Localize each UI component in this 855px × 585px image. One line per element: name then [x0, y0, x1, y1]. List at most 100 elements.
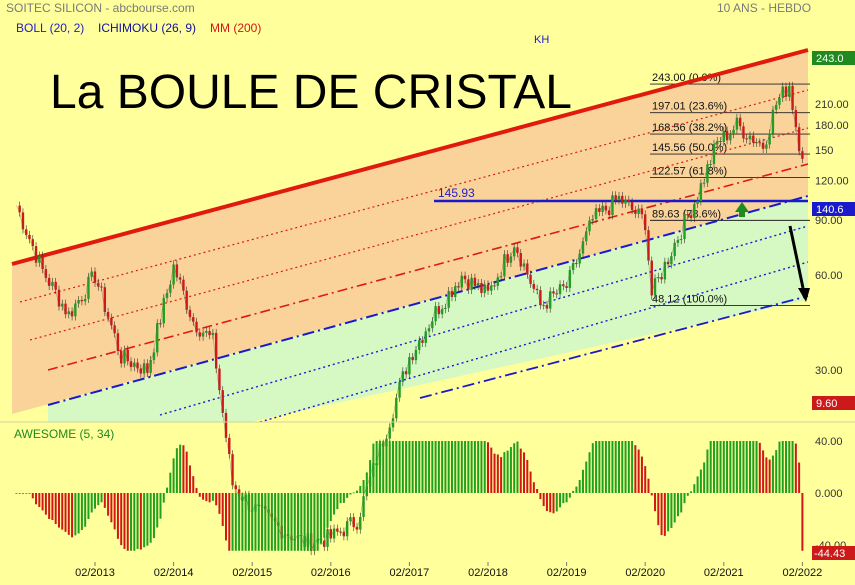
- awesome-bar: [100, 493, 103, 503]
- price-candle: [778, 97, 781, 105]
- support-line-label: 145.93: [438, 186, 475, 200]
- price-candle: [788, 85, 791, 97]
- awesome-bar: [450, 441, 453, 493]
- price-candle: [31, 239, 34, 247]
- awesome-bar: [57, 493, 60, 528]
- awesome-bar: [31, 493, 34, 499]
- last-price-badge: [812, 202, 855, 216]
- awesome-bar: [447, 441, 450, 493]
- awesome-bar: [71, 493, 74, 538]
- awesome-bar: [555, 493, 558, 512]
- fib-level-label: 168.56 (38.2%): [652, 122, 727, 134]
- price-candle: [506, 254, 509, 263]
- price-candle: [38, 255, 41, 263]
- price-candle: [345, 521, 349, 537]
- awesome-bar: [640, 456, 643, 493]
- price-candle: [742, 126, 745, 139]
- price-candle: [231, 454, 234, 486]
- awesome-bar: [313, 493, 316, 551]
- price-candle: [404, 371, 408, 375]
- awesome-bar: [614, 441, 617, 493]
- awesome-bar: [398, 441, 401, 493]
- price-candle: [221, 390, 224, 413]
- awesome-bar: [126, 493, 129, 551]
- price-candle: [77, 300, 80, 304]
- awesome-bar: [673, 493, 676, 523]
- price-candle: [581, 241, 585, 254]
- price-candle: [670, 256, 673, 265]
- awesome-bar: [113, 493, 116, 530]
- awesome-bar: [238, 493, 241, 551]
- awesome-bar: [339, 493, 342, 504]
- awesome-bar: [375, 441, 378, 493]
- price-tick-label: 30.00: [815, 365, 843, 377]
- price-candle: [562, 284, 565, 287]
- awesome-bar: [627, 441, 630, 493]
- awesome-bar: [15, 493, 18, 494]
- price-tick-label: 210.00: [815, 99, 849, 111]
- awesome-bar: [732, 441, 735, 493]
- awesome-bar: [251, 493, 254, 551]
- awesome-bar: [254, 493, 257, 551]
- awesome-bar: [94, 493, 96, 509]
- awesome-bar: [185, 451, 188, 493]
- fib-level-label: 197.01 (23.6%): [652, 101, 727, 113]
- price-candle: [57, 289, 61, 307]
- awesome-bar: [333, 493, 336, 515]
- price-candle: [47, 277, 51, 286]
- awesome-bar: [175, 448, 178, 493]
- price-candle: [745, 138, 748, 140]
- awesome-bar: [650, 493, 653, 496]
- awesome-bar: [38, 493, 41, 507]
- price-candle: [434, 306, 437, 322]
- awesome-bar: [188, 465, 191, 493]
- awesome-bar: [90, 493, 93, 513]
- indicator-ichimoku: ICHIMOKU (26, 9): [98, 21, 196, 35]
- awesome-bar: [755, 441, 758, 493]
- price-candle: [427, 328, 431, 332]
- awesome-bar: [503, 452, 506, 493]
- price-candle: [621, 195, 624, 204]
- time-tick-label: 02/2017: [390, 567, 430, 579]
- upper-channel-line: [11, 48, 809, 266]
- price-candle: [67, 311, 70, 315]
- awesome-bar: [778, 441, 781, 493]
- awesome-bar: [136, 493, 139, 549]
- price-candle: [761, 142, 765, 149]
- awesome-bar: [44, 493, 47, 515]
- price-candle: [123, 349, 126, 364]
- price-candle: [51, 281, 54, 286]
- awesome-bar: [54, 493, 57, 524]
- awesome-bar: [791, 441, 794, 493]
- awesome-bar: [428, 441, 431, 493]
- awesome-bar: [277, 493, 280, 551]
- price-candle: [146, 363, 149, 373]
- awesome-bar: [745, 441, 748, 493]
- awesome-bar: [28, 493, 31, 494]
- price-candle: [614, 195, 617, 201]
- awesome-bar: [172, 458, 175, 493]
- awesome-bar: [205, 493, 208, 502]
- awesome-bar: [601, 441, 604, 493]
- awesome-bar: [680, 493, 683, 513]
- awesome-bar: [18, 493, 21, 494]
- awesome-bar: [84, 493, 87, 527]
- awesome-bar: [637, 449, 640, 493]
- price-candle: [522, 263, 526, 267]
- price-candle: [604, 205, 608, 211]
- awesome-bar: [169, 472, 172, 493]
- price-candle: [159, 323, 162, 325]
- awesome-bar: [490, 447, 493, 493]
- awesome-bar: [654, 493, 657, 512]
- price-tick-label: 150: [815, 145, 833, 157]
- awesome-bar: [408, 441, 411, 493]
- awesome-bar: [326, 493, 329, 528]
- price-candle: [152, 352, 156, 360]
- price-candle: [476, 282, 480, 286]
- indicator-boll: BOLL (20, 2): [16, 21, 84, 35]
- awesome-bar: [552, 493, 555, 514]
- awesome-bar: [686, 493, 689, 496]
- price-candle: [172, 264, 175, 285]
- price-candle: [545, 304, 549, 309]
- price-candle: [165, 292, 169, 299]
